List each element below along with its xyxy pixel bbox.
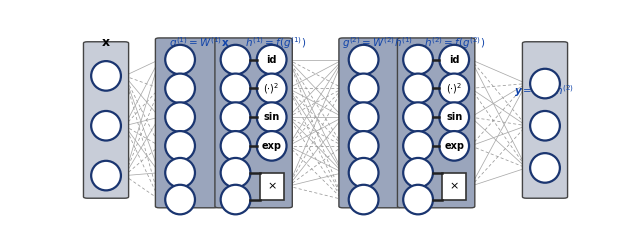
Ellipse shape [257, 45, 287, 74]
Ellipse shape [257, 73, 287, 103]
Ellipse shape [530, 111, 560, 140]
Ellipse shape [530, 69, 560, 98]
Text: $\boldsymbol{y} = W^{(3)}h^{(2)}$: $\boldsymbol{y} = W^{(3)}h^{(2)}$ [514, 84, 574, 99]
Ellipse shape [221, 102, 250, 132]
FancyBboxPatch shape [215, 38, 292, 208]
Ellipse shape [165, 102, 195, 132]
Text: $h^{(2)} = f(g^{(2)})$: $h^{(2)} = f(g^{(2)})$ [424, 36, 485, 52]
Ellipse shape [221, 158, 250, 187]
Ellipse shape [91, 61, 121, 91]
Ellipse shape [349, 158, 378, 187]
Ellipse shape [403, 158, 433, 187]
Text: sin: sin [264, 112, 280, 122]
Text: $g^{(2)} = W^{(2)}h^{(1)}$: $g^{(2)} = W^{(2)}h^{(1)}$ [342, 36, 413, 52]
FancyBboxPatch shape [522, 42, 568, 198]
Text: $g^{(1)} = W^{(1)}\mathbf{x}$: $g^{(1)} = W^{(1)}\mathbf{x}$ [169, 36, 229, 52]
Text: $h^{(1)} = f(g^{(1)})$: $h^{(1)} = f(g^{(1)})$ [245, 36, 307, 52]
Ellipse shape [221, 131, 250, 161]
Ellipse shape [221, 185, 250, 214]
Ellipse shape [349, 102, 378, 132]
Text: $(\cdot)^2$: $(\cdot)^2$ [264, 81, 280, 96]
Bar [260, 173, 284, 199]
Ellipse shape [221, 45, 250, 74]
Ellipse shape [165, 45, 195, 74]
Ellipse shape [257, 131, 287, 161]
Ellipse shape [221, 73, 250, 103]
Ellipse shape [165, 158, 195, 187]
Ellipse shape [349, 45, 378, 74]
Text: $\times$: $\times$ [267, 181, 276, 191]
Ellipse shape [165, 185, 195, 214]
Text: id: id [449, 55, 460, 64]
FancyBboxPatch shape [397, 38, 475, 208]
Text: $\times$: $\times$ [449, 181, 459, 191]
Text: exp: exp [262, 141, 282, 151]
Ellipse shape [403, 102, 433, 132]
Ellipse shape [165, 73, 195, 103]
Ellipse shape [165, 131, 195, 161]
Ellipse shape [91, 161, 121, 190]
Ellipse shape [403, 73, 433, 103]
Ellipse shape [257, 102, 287, 132]
Bar [442, 173, 466, 199]
Ellipse shape [439, 73, 469, 103]
Ellipse shape [403, 131, 433, 161]
Ellipse shape [439, 45, 469, 74]
Text: $(\cdot)^2$: $(\cdot)^2$ [446, 81, 462, 96]
FancyBboxPatch shape [339, 38, 401, 208]
Ellipse shape [349, 185, 378, 214]
Ellipse shape [91, 111, 121, 140]
Ellipse shape [349, 73, 378, 103]
FancyBboxPatch shape [156, 38, 218, 208]
Text: sin: sin [446, 112, 462, 122]
FancyBboxPatch shape [83, 42, 129, 198]
Ellipse shape [403, 45, 433, 74]
Text: $\mathbf{x}$: $\mathbf{x}$ [101, 36, 111, 49]
Text: id: id [266, 55, 277, 64]
Ellipse shape [349, 131, 378, 161]
Ellipse shape [439, 102, 469, 132]
Ellipse shape [439, 131, 469, 161]
Ellipse shape [403, 185, 433, 214]
Ellipse shape [530, 153, 560, 183]
Text: exp: exp [444, 141, 464, 151]
